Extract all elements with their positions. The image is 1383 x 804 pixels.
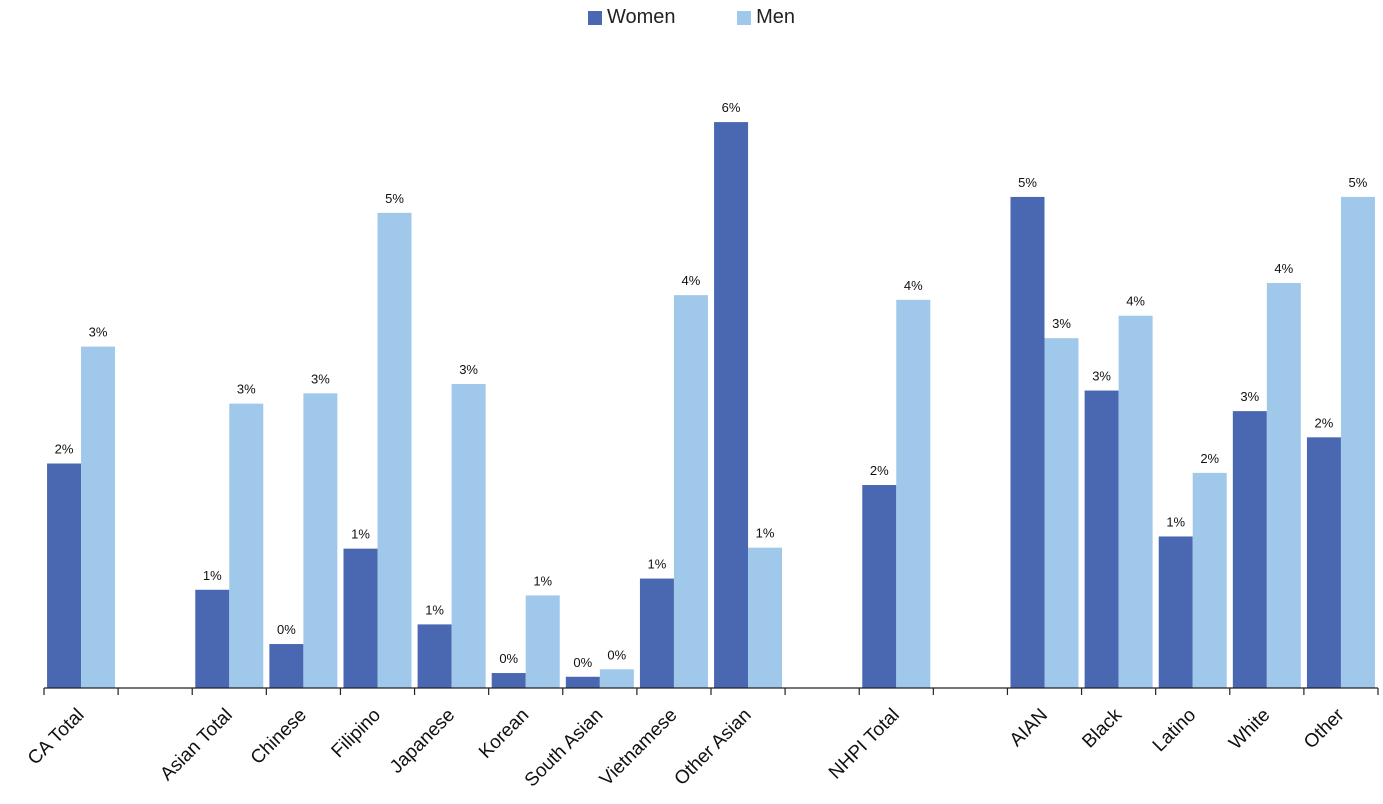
bar-women — [491, 673, 526, 688]
bar-men — [748, 547, 783, 688]
bar-women — [639, 578, 674, 688]
bar-women — [417, 624, 452, 688]
data-label-men: 1% — [533, 573, 552, 588]
data-label-men: 3% — [1052, 316, 1071, 331]
bar-women — [862, 485, 897, 688]
x-tick-label: Japanese — [386, 705, 459, 778]
legend-item-women: Women — [587, 6, 676, 29]
data-label-women: 3% — [1092, 369, 1111, 384]
data-label-men: 4% — [1274, 261, 1293, 276]
data-label-men: 4% — [682, 273, 701, 288]
data-label-women: 5% — [1018, 175, 1037, 190]
bar-women — [1158, 536, 1193, 688]
bar-women — [1084, 390, 1119, 688]
x-tick-label: Filipino — [328, 705, 385, 762]
bar-women — [47, 463, 82, 688]
bar-men — [1192, 472, 1227, 688]
data-label-men: 5% — [1349, 175, 1368, 190]
bar-women — [1232, 411, 1267, 688]
bar-women — [1306, 437, 1341, 688]
x-tick-label: White — [1225, 705, 1274, 754]
x-tick-label: Asian Total — [156, 705, 236, 785]
bar-men — [229, 403, 264, 688]
data-label-men: 5% — [385, 191, 404, 206]
bar-women — [565, 676, 600, 688]
x-tick-label: Latino — [1149, 705, 1200, 756]
x-tick-label: Other — [1300, 704, 1349, 753]
data-label-women: 6% — [722, 100, 741, 115]
x-tick-label: South Asian — [521, 705, 608, 792]
data-label-women: 0% — [499, 651, 518, 666]
data-label-men: 3% — [89, 325, 108, 340]
data-label-women: 2% — [870, 463, 889, 478]
x-tick-label: Black — [1078, 704, 1126, 752]
bar-men — [377, 212, 412, 688]
data-label-men: 3% — [237, 382, 256, 397]
bar-men — [1266, 282, 1301, 688]
bar-women — [269, 644, 304, 688]
data-label-women: 1% — [203, 568, 222, 583]
data-label-women: 1% — [351, 527, 370, 542]
bar-men — [525, 595, 560, 688]
data-label-men: 2% — [1200, 451, 1219, 466]
legend-swatch-women — [587, 10, 602, 25]
legend-label-men: Men — [756, 6, 795, 28]
bar-men — [1340, 196, 1375, 688]
bar-women — [714, 122, 749, 689]
x-tick-label: Vietnamese — [596, 705, 682, 791]
x-tick-label: Other Asian — [671, 705, 756, 790]
x-tick-label: Korean — [475, 705, 533, 763]
bar-men — [1044, 338, 1079, 688]
x-tick-label: NHPI Total — [825, 705, 904, 784]
legend-item-men: Men — [737, 6, 795, 29]
legend-swatch-men — [737, 10, 752, 25]
data-label-women: 1% — [425, 602, 444, 617]
bar-men — [896, 299, 931, 688]
data-label-women: 2% — [1315, 415, 1334, 430]
data-label-women: 3% — [1240, 389, 1259, 404]
data-label-women: 0% — [573, 655, 592, 670]
bar-women — [195, 589, 230, 688]
bar-men — [451, 384, 486, 688]
legend: Women Men — [0, 6, 1383, 31]
x-tick-label: CA Total — [24, 705, 89, 770]
data-label-men: 3% — [311, 371, 330, 386]
legend-label-women: Women — [606, 6, 676, 28]
data-label-women: 0% — [277, 622, 296, 637]
bar-men — [81, 346, 116, 688]
bar-women — [343, 548, 378, 688]
data-label-men: 1% — [756, 526, 775, 541]
data-label-women: 2% — [55, 442, 74, 457]
data-label-men: 0% — [607, 647, 626, 662]
x-tick-label: Chinese — [247, 705, 311, 769]
bar-men — [1118, 315, 1153, 688]
bar-men — [303, 393, 338, 688]
data-label-women: 1% — [648, 557, 667, 572]
data-label-women: 1% — [1166, 514, 1185, 529]
data-label-men: 4% — [1126, 294, 1145, 309]
bar-men — [673, 295, 708, 688]
data-label-men: 4% — [904, 278, 923, 293]
bar-women — [1010, 196, 1045, 688]
bar-men — [599, 669, 634, 688]
x-tick-label: AIAN — [1006, 705, 1052, 751]
data-label-men: 3% — [459, 362, 478, 377]
